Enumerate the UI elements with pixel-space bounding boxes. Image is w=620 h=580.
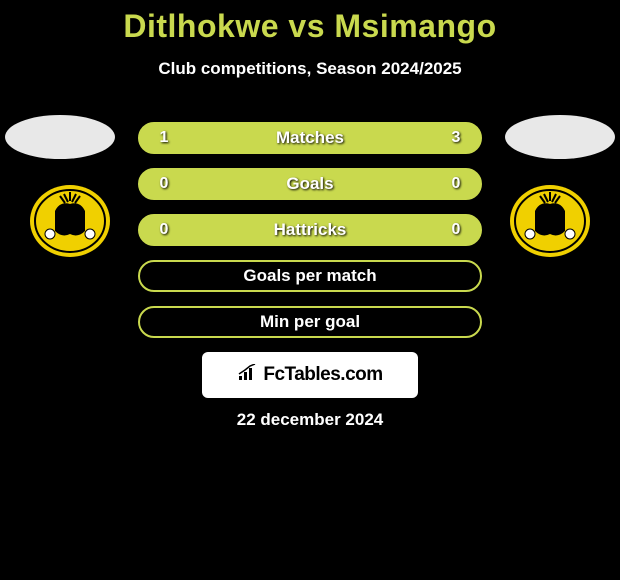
stat-row-goals-per-match: Goals per match	[138, 260, 482, 292]
stats-table: 1 Matches 3 0 Goals 0 0 Hattricks 0 Goal…	[138, 122, 482, 352]
stat-row-matches: 1 Matches 3	[138, 122, 482, 154]
stat-label: Matches	[276, 128, 344, 148]
source-brand-text: FcTables.com	[263, 364, 382, 386]
stat-row-goals: 0 Goals 0	[138, 168, 482, 200]
source-logo: FcTables.com	[202, 352, 418, 398]
stat-right-value: 3	[446, 129, 466, 147]
stat-left-value: 0	[154, 221, 174, 239]
stat-row-min-per-goal: Min per goal	[138, 306, 482, 338]
stat-right-value: 0	[446, 175, 466, 193]
comparison-card: Ditlhokwe vs Msimango Club competitions,…	[0, 0, 620, 79]
stat-right-value: 0	[446, 221, 466, 239]
club-badge-left	[20, 176, 120, 266]
stat-label: Hattricks	[274, 220, 347, 240]
stat-left-value: 0	[154, 175, 174, 193]
comparison-date: 22 december 2024	[0, 410, 620, 430]
stat-label: Goals	[286, 174, 333, 194]
player-avatar-left	[5, 115, 115, 159]
stat-label: Goals per match	[243, 266, 376, 286]
page-title: Ditlhokwe vs Msimango	[0, 0, 620, 45]
season-subtitle: Club competitions, Season 2024/2025	[0, 59, 620, 79]
chart-icon	[237, 364, 259, 387]
club-badge-right	[500, 176, 600, 266]
player-avatar-right	[505, 115, 615, 159]
stat-row-hattricks: 0 Hattricks 0	[138, 214, 482, 246]
stat-left-value: 1	[154, 129, 174, 147]
stat-label: Min per goal	[260, 312, 360, 332]
